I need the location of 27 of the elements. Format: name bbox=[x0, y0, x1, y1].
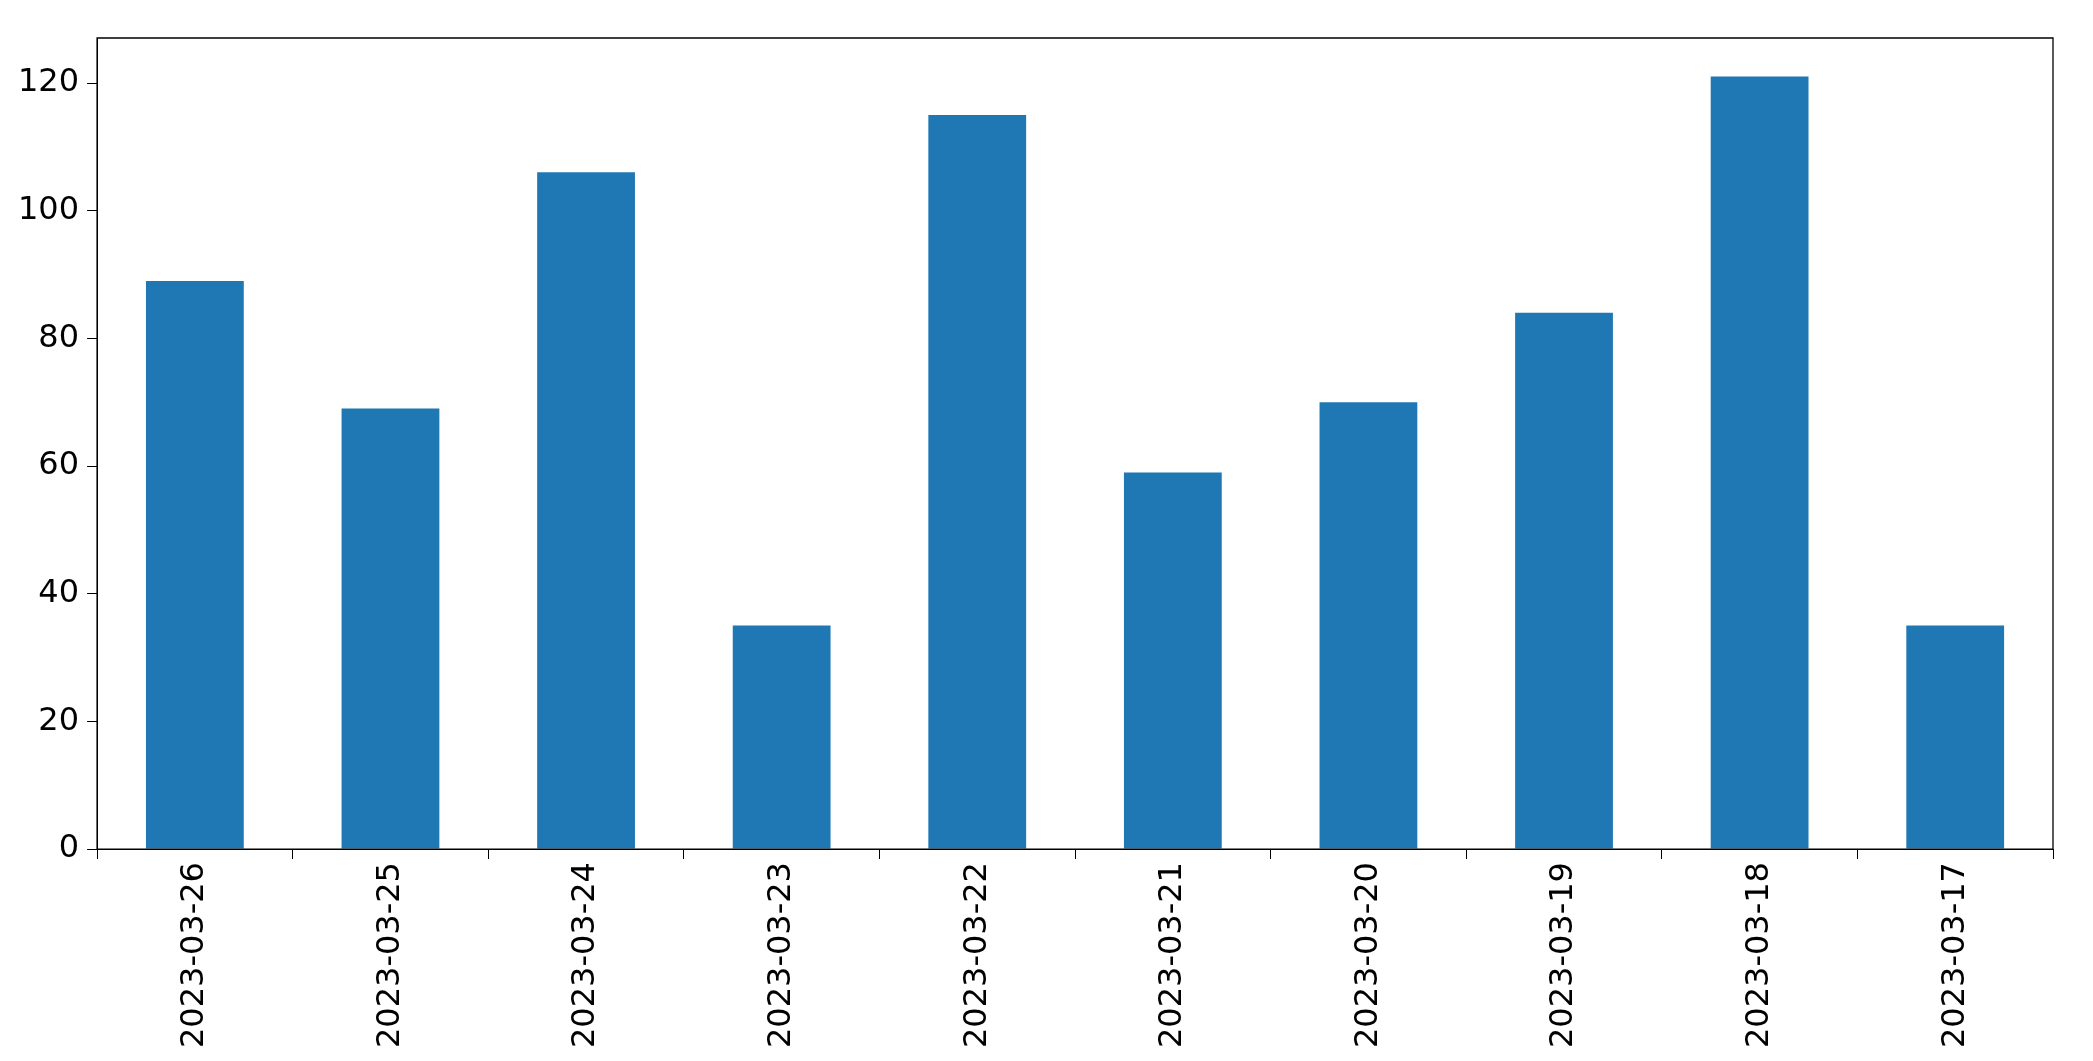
bar bbox=[732, 625, 831, 849]
x-tick-label: 2023-03-18 bbox=[1737, 862, 1776, 1048]
y-tick-label: 0 bbox=[58, 827, 80, 866]
bar bbox=[1906, 625, 2005, 849]
x-tick-label: 2023-03-22 bbox=[955, 862, 994, 1048]
y-tick-label: 80 bbox=[38, 316, 80, 355]
bar bbox=[341, 408, 440, 849]
bar bbox=[537, 172, 635, 849]
x-tick-label: 2023-03-24 bbox=[564, 862, 603, 1048]
y-tick-label: 100 bbox=[18, 188, 80, 227]
bar bbox=[145, 280, 244, 849]
y-tick-label: 40 bbox=[38, 572, 80, 610]
bar bbox=[928, 114, 1027, 849]
bar bbox=[1123, 472, 1222, 849]
y-tick-label: 120 bbox=[18, 61, 80, 100]
x-tick-label: 2023-03-19 bbox=[1542, 862, 1581, 1048]
x-tick-label: 2023-03-17 bbox=[1933, 862, 1972, 1048]
bar bbox=[1515, 312, 1613, 849]
x-tick-label: 2023-03-25 bbox=[368, 862, 407, 1048]
x-tick-label: 2023-03-21 bbox=[1151, 862, 1190, 1048]
x-tick-label: 2023-03-20 bbox=[1346, 862, 1385, 1048]
x-tick-label: 2023-03-23 bbox=[759, 862, 798, 1048]
y-tick-label: 60 bbox=[38, 444, 80, 483]
bar bbox=[1319, 402, 1418, 849]
x-tick-label: 2023-03-26 bbox=[173, 862, 212, 1048]
y-tick-label: 20 bbox=[38, 699, 80, 738]
bar bbox=[1710, 76, 1809, 849]
